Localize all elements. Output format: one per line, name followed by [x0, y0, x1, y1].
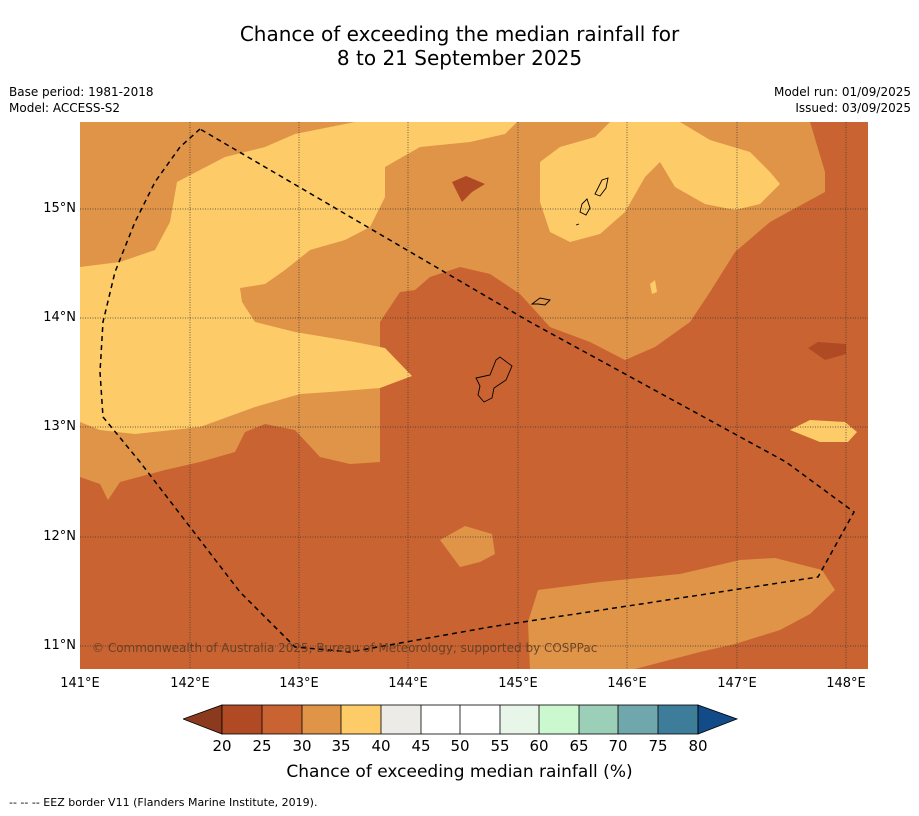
- colorbar-tick-55: 55: [490, 737, 510, 755]
- island-rota: [530, 297, 551, 306]
- colorbar-tick-70: 70: [608, 737, 628, 755]
- colorbar-bin-20-25: [222, 705, 262, 734]
- region-35-40-west: [80, 122, 517, 434]
- model-name: Model: ACCESS-S2: [9, 101, 121, 115]
- colorbar-tick-35: 35: [331, 737, 351, 755]
- colorbar-bin-25-30: [262, 705, 302, 734]
- eez-footnote: -- -- -- EEZ border V11 (Flanders Marine…: [9, 796, 318, 809]
- lat-label-11: 11°N: [43, 638, 76, 653]
- lon-label-143: 143°E: [279, 676, 319, 691]
- colorbar-bin-35-40: [341, 705, 381, 734]
- colorbar-bin-40-45: [381, 705, 421, 734]
- colorbar-bin-75-80: [658, 705, 698, 734]
- forecast-map: [80, 122, 868, 669]
- title-line-1: Chance of exceeding the median rainfall …: [239, 22, 680, 46]
- region-35-40-spot-a: [650, 280, 657, 294]
- meta-left: Base period: 1981-2018 Model: ACCESS-S2: [9, 84, 154, 116]
- issued-date: Issued: 03/09/2025: [795, 101, 911, 115]
- colorbar-tick-60: 60: [529, 737, 549, 755]
- lat-label-15: 15°N: [43, 201, 76, 216]
- island-saipan: [594, 177, 609, 197]
- region-20-25-spot-a: [452, 176, 485, 202]
- region-35-40-northeast: [540, 122, 780, 242]
- map-svg: [80, 122, 868, 669]
- colorbar-tick-50: 50: [450, 737, 470, 755]
- colorbar-bin-55-60: [500, 705, 539, 734]
- island-aguijan: [575, 223, 580, 226]
- region-30-35-spot: [440, 526, 495, 567]
- lon-label-147: 147°E: [717, 676, 757, 691]
- region-35-40-spot-b: [790, 420, 857, 442]
- eez-border: [99, 128, 855, 653]
- islands: [475, 177, 609, 403]
- colorbar-dividers: [221, 704, 699, 735]
- colorbar-bin-50-55: [460, 705, 500, 734]
- colorbar-tick-40: 40: [371, 737, 391, 755]
- colorbar-tick-45: 45: [411, 737, 431, 755]
- chart-title: Chance of exceeding the median rainfall …: [0, 22, 919, 70]
- colorbar-bin-60-65: [539, 705, 579, 734]
- colorbar-title: Chance of exceeding median rainfall (%): [286, 762, 633, 782]
- colorbar-bin-70-75: [618, 705, 658, 734]
- region-20-25-spot-b: [808, 342, 846, 360]
- lon-label-141: 141°E: [60, 676, 100, 691]
- colorbar: [181, 704, 739, 740]
- lon-label-142: 142°E: [170, 676, 210, 691]
- lat-label-13: 13°N: [43, 419, 76, 434]
- colorbar-tick-75: 75: [648, 737, 668, 755]
- colorbar-tick-25: 25: [252, 737, 272, 755]
- lon-label-146: 146°E: [607, 676, 647, 691]
- colorbar-tick-20: 20: [212, 737, 232, 755]
- lon-label-145: 145°E: [498, 676, 538, 691]
- model-run: Model run: 01/09/2025: [773, 85, 911, 99]
- colorbar-bin-65-70: [579, 705, 618, 734]
- island-guam: [475, 356, 513, 403]
- base-period: Base period: 1981-2018: [9, 85, 154, 99]
- lat-label-14: 14°N: [43, 310, 76, 325]
- colorbar-extend-low: [181, 704, 223, 735]
- meta-right: Model run: 01/09/2025 Issued: 03/09/2025: [774, 84, 911, 116]
- title-line-2: 8 to 21 September 2025: [336, 46, 583, 70]
- copyright-notice: © Commonwealth of Australia 2025, Bureau…: [92, 641, 598, 655]
- island-tinian: [579, 198, 591, 216]
- colorbar-bin-45-50: [421, 705, 460, 734]
- colorbar-tick-30: 30: [292, 737, 312, 755]
- colorbar-tick-65: 65: [569, 737, 589, 755]
- lon-label-148: 148°E: [826, 676, 866, 691]
- lon-label-144: 144°E: [388, 676, 428, 691]
- colorbar-svg: [181, 704, 739, 735]
- colorbar-tick-80: 80: [688, 737, 708, 755]
- colorbar-bin-30-35: [302, 705, 341, 734]
- lon-gridlines: [189, 122, 847, 669]
- colorbar-extend-high: [697, 704, 739, 735]
- lat-label-12: 12°N: [43, 529, 76, 544]
